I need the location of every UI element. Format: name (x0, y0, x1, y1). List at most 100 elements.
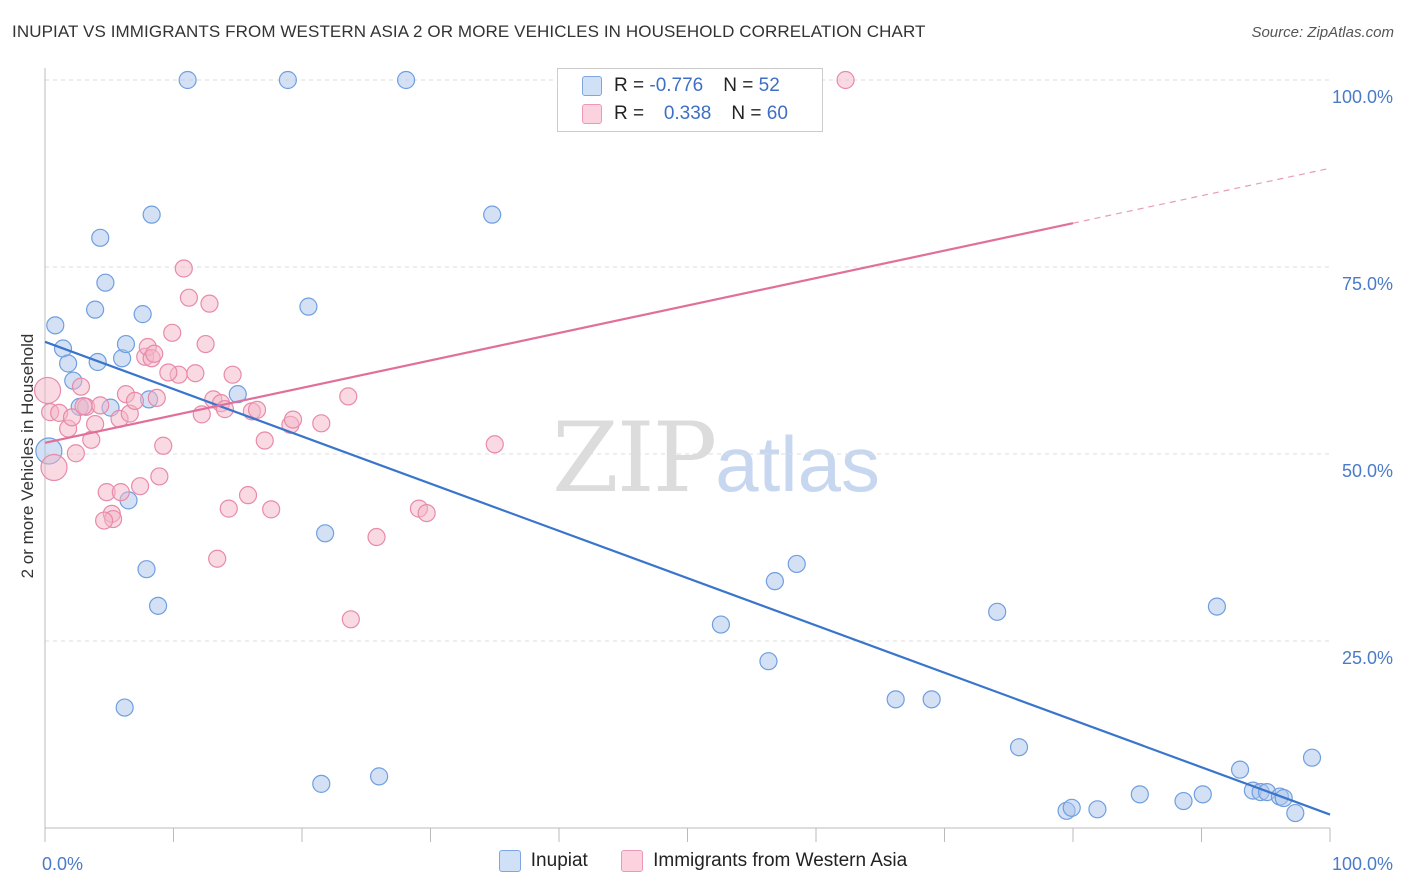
inupiat-point (1174, 791, 1193, 811)
inupiat-point (133, 305, 152, 324)
inupiat-point (115, 698, 134, 717)
western-asia-point (200, 294, 219, 313)
inupiat-point (299, 297, 318, 316)
western-asia-point (74, 397, 93, 416)
inupiat-trend-line (44, 340, 1331, 816)
inupiat-point (86, 300, 105, 319)
y-tick-label: 25.0% (1342, 648, 1393, 668)
western-asia-trend-extension (1072, 167, 1331, 224)
inupiat-point (316, 524, 335, 543)
legend-r-label: R = (614, 75, 650, 96)
y-axis-label: 2 or more Vehicles in Household (18, 334, 37, 579)
western-asia-point (238, 486, 258, 505)
legend-n-value: 60 (766, 103, 788, 124)
legend-n-value: 52 (758, 75, 780, 96)
western-asia-point (339, 387, 358, 406)
western-asia-point (208, 549, 227, 568)
inupiat-legend-swatch (498, 850, 521, 872)
western-asia-point (125, 391, 145, 410)
western-asia-point (40, 453, 68, 482)
inupiat-point (1230, 760, 1250, 779)
western-asia-point (66, 444, 85, 463)
inupiat-point (370, 767, 389, 786)
inupiat-point (46, 316, 65, 335)
inupiat-point (1088, 800, 1107, 819)
western-asia-point (417, 503, 436, 523)
inupiat-point (396, 70, 416, 90)
western-asia-point (95, 511, 114, 530)
x-tick-label: 100.0% (1332, 854, 1393, 874)
inupiat-point (178, 70, 197, 90)
western-asia-point (255, 431, 274, 450)
inupiat-point (278, 70, 297, 90)
western-asia-point (111, 483, 130, 502)
chart-title: INUPIAT VS IMMIGRANTS FROM WESTERN ASIA … (12, 22, 926, 41)
y-tick-label: 75.0% (1342, 274, 1393, 294)
western-asia-point (145, 344, 164, 363)
x-tick-label: 0.0% (42, 854, 83, 874)
inupiat-point (787, 554, 806, 574)
western-asia-point (485, 435, 504, 454)
western-asia-point (262, 500, 281, 519)
watermark-zip: ZIP (552, 402, 717, 514)
western-asia-trend-line (44, 222, 1074, 444)
western-asia-point (154, 436, 173, 455)
legend-item-inupiat: Inupiat (498, 850, 588, 872)
western-asia-point (836, 70, 855, 90)
inupiat-point (988, 602, 1007, 621)
western-asia-point (33, 376, 62, 405)
inupiat-point (1286, 803, 1305, 823)
western-asia-point (71, 377, 91, 396)
inupiat-point (148, 596, 168, 615)
inupiat-point (96, 273, 115, 292)
inupiat-point (922, 690, 941, 709)
western-asia-point (341, 610, 360, 629)
legend-item-label: Immigrants from Western Asia (653, 850, 908, 872)
western-asia-point (130, 477, 150, 496)
western-asia-point (196, 334, 215, 354)
zipatlas-watermark: ZIPatlas (552, 402, 880, 514)
inupiat-point (59, 354, 78, 373)
watermark-atlas: atlas (715, 420, 880, 508)
source-label: Source: ZipAtlas.com (1251, 24, 1394, 41)
inupiat-point (1207, 597, 1227, 616)
western-asia-point (312, 414, 331, 433)
western-asia-swatch (582, 103, 602, 124)
western-asia-point (159, 363, 178, 382)
legend-item-label: Inupiat (530, 850, 588, 872)
legend-r-value: 0.338 (663, 103, 712, 124)
western-asia-point (283, 410, 303, 429)
inupiat-point (1062, 798, 1081, 817)
western-asia-point (163, 323, 182, 342)
western-asia-point (147, 388, 166, 407)
inupiat-point (1130, 785, 1149, 804)
western-asia-legend-swatch (621, 850, 644, 872)
legend-row-inupiat: R = -0.776 N = 52 (582, 75, 780, 99)
inupiat-point (91, 228, 110, 247)
inupiat-point (116, 334, 136, 354)
legend-n-label: N = (731, 103, 767, 124)
inupiat-point (137, 560, 156, 579)
inupiat-point (759, 652, 778, 671)
legend-item-western-asia: Immigrants from Western Asia (621, 850, 907, 872)
inupiat-point (886, 690, 905, 709)
western-asia-point (186, 364, 205, 383)
y-tick-label: 50.0% (1342, 461, 1393, 481)
inupiat-point (142, 205, 161, 224)
inupiat-point (312, 774, 331, 793)
legend-n-label: N = (723, 75, 759, 96)
western-asia-point (367, 527, 386, 547)
inupiat-point (1193, 785, 1212, 804)
legend-r-value: -0.776 (649, 75, 704, 96)
western-asia-point (150, 467, 169, 486)
inupiat-swatch (582, 75, 602, 96)
western-asia-point (62, 408, 82, 427)
correlation-legend: R = -0.776 N = 52 R = 0.338 N = 60 (557, 68, 823, 132)
inupiat-point (483, 205, 502, 224)
western-asia-point (247, 400, 267, 419)
western-asia-point (219, 499, 238, 518)
western-asia-point (91, 396, 110, 415)
western-asia-point (179, 288, 199, 307)
legend-row-western-asia: R = 0.338 N = 60 (582, 103, 788, 127)
western-asia-point (223, 365, 242, 384)
